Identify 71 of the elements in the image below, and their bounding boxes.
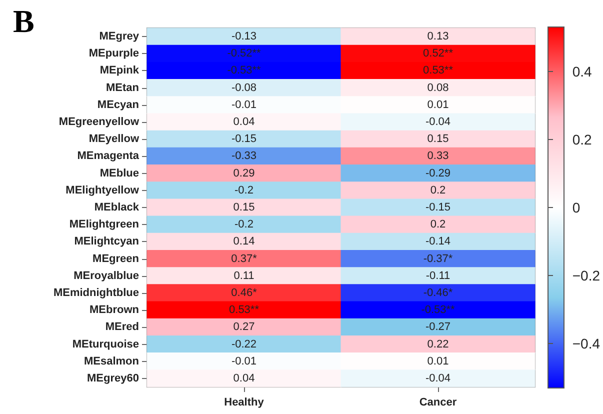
y-tick-label: MEturquoise [72, 338, 139, 350]
data-label: -0.08 [231, 82, 257, 94]
data-label: -0.04 [425, 372, 451, 384]
y-tick-label: MEgreen [92, 252, 140, 265]
y-tick-label: MEtan [106, 82, 140, 94]
data-label: 0.29 [233, 167, 255, 180]
y-tick-label: MEgrey [99, 30, 140, 43]
data-label: 0.13 [427, 30, 449, 43]
y-tick-label: MEmagenta [77, 150, 140, 162]
data-label: -0.15 [425, 202, 451, 214]
data-label: 0.2 [430, 218, 446, 231]
data-label: 0.46* [231, 286, 258, 299]
data-label: 0.22 [427, 338, 449, 350]
data-label: -0.01 [231, 98, 257, 111]
y-tick-label: MEpurple [88, 48, 139, 60]
y-tick-label: MEred [105, 321, 139, 334]
color-bar-label: 0.4 [572, 63, 592, 80]
data-label: -0.01 [231, 355, 257, 368]
data-label: 0.53** [229, 304, 260, 316]
data-label: 0.04 [233, 116, 255, 128]
y-tick-label: MEblue [100, 167, 139, 180]
data-label: 0.11 [234, 270, 254, 282]
data-label: -0.53** [421, 304, 456, 316]
x-tick-label: Cancer [419, 396, 458, 408]
data-label: 0.37* [231, 252, 258, 265]
data-label: 0.33 [427, 150, 449, 162]
y-tick-label: MEsalmon [84, 355, 140, 368]
data-label: 0.01 [427, 98, 449, 111]
y-tick-label: MEgrey60 [87, 372, 139, 384]
chart-title: B [13, 3, 34, 39]
y-tick-label: MEroyalblue [74, 270, 139, 282]
data-label: 0.15 [233, 202, 255, 214]
color-bar-label: −0.2 [572, 268, 600, 284]
y-tick-label: MEpink [100, 64, 140, 77]
y-tick-label: MElightcyan [74, 236, 140, 248]
data-label: -0.13 [231, 30, 257, 43]
y-tick-label: MEcyan [97, 98, 140, 111]
data-label: 0.14 [233, 236, 255, 248]
y-tick-label: MEblack [94, 202, 140, 214]
data-label: -0.27 [425, 321, 451, 334]
data-label: -0.52** [227, 48, 262, 60]
data-label: -0.22 [231, 338, 257, 350]
data-label: -0.11 [426, 270, 450, 282]
data-label: 0.08 [427, 82, 449, 94]
data-label: 0.27 [233, 321, 255, 334]
data-label: -0.53** [227, 64, 262, 77]
y-tick-label: MEmidnightblue [53, 286, 139, 299]
data-label: -0.29 [425, 167, 451, 180]
data-label: -0.15 [231, 133, 257, 146]
data-label: 0.01 [427, 355, 449, 368]
y-tick-label: MEgreenyellow [58, 116, 140, 128]
data-label: 0.2 [430, 184, 446, 196]
y-tick-label: MEbrown [90, 304, 140, 316]
data-label: -0.33 [231, 150, 257, 162]
y-tick-label: MElightgreen [69, 218, 140, 231]
data-label: 0.53** [423, 64, 454, 77]
y-tick-label: MEyellow [88, 133, 140, 146]
color-bar-label: −0.4 [572, 336, 600, 352]
data-label: 0.52** [423, 48, 454, 60]
x-tick-label: Healthy [224, 396, 265, 408]
color-bar-label: 0 [572, 200, 580, 216]
data-label: -0.2 [234, 218, 254, 231]
data-label: -0.46* [423, 286, 454, 299]
data-label: 0.04 [233, 372, 255, 384]
color-bar-label: 0.2 [572, 131, 592, 148]
data-label: -0.2 [234, 184, 254, 196]
data-label: -0.14 [425, 236, 451, 248]
data-label: -0.04 [425, 116, 451, 128]
data-label: -0.37* [423, 252, 454, 265]
y-tick-label: MElightyellow [66, 184, 140, 196]
data-label: 0.15 [427, 133, 449, 146]
